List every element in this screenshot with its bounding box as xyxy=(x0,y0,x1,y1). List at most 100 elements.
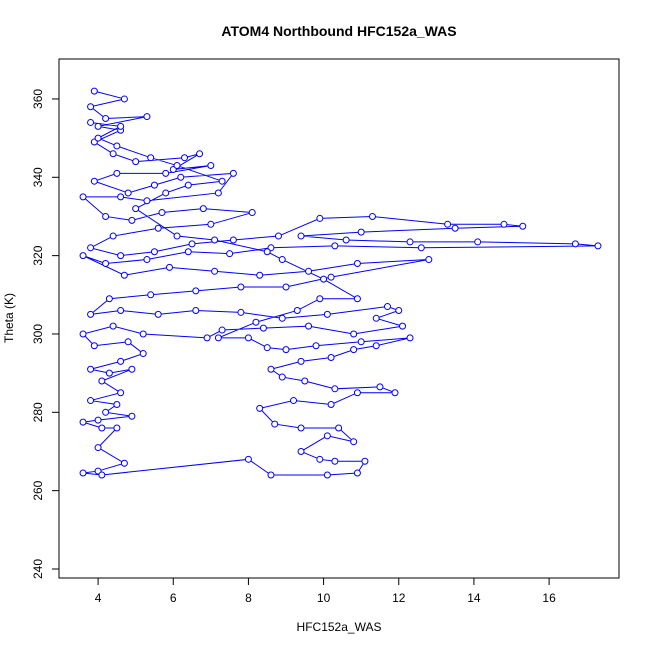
data-point xyxy=(399,322,407,330)
y-tick-label: 320 xyxy=(31,245,45,265)
x-tick-label: 12 xyxy=(392,591,406,605)
data-point xyxy=(226,250,234,258)
data-point xyxy=(102,408,110,416)
data-point xyxy=(417,244,425,252)
data-point xyxy=(147,291,155,299)
data-point xyxy=(117,389,125,397)
y-tick-label: 300 xyxy=(31,324,45,344)
data-point xyxy=(406,334,414,342)
x-tick-label: 4 xyxy=(95,591,102,605)
data-point xyxy=(192,287,200,295)
y-tick-label: 340 xyxy=(31,167,45,187)
data-point xyxy=(211,267,219,275)
data-point xyxy=(323,310,331,318)
data-point xyxy=(87,103,95,111)
data-point xyxy=(211,236,219,244)
data-point xyxy=(94,416,102,424)
data-point xyxy=(105,295,113,303)
data-point xyxy=(256,271,264,279)
data-point xyxy=(368,212,376,220)
y-tick-label: 240 xyxy=(31,559,45,579)
data-point xyxy=(327,353,335,361)
data-point xyxy=(372,314,380,322)
data-point xyxy=(120,95,128,103)
data-point xyxy=(184,248,192,256)
data-point xyxy=(350,346,358,354)
y-tick-label: 260 xyxy=(31,480,45,500)
data-point xyxy=(214,189,222,197)
data-point xyxy=(94,122,102,130)
data-point xyxy=(278,314,286,322)
data-point xyxy=(154,224,162,232)
x-tick-label: 10 xyxy=(317,591,331,605)
data-point xyxy=(98,377,106,385)
data-point xyxy=(87,365,95,373)
data-point xyxy=(353,295,361,303)
data-point xyxy=(128,216,136,224)
data-point xyxy=(87,397,95,405)
data-point xyxy=(154,310,162,318)
data-point xyxy=(342,236,350,244)
data-point xyxy=(117,357,125,365)
data-point xyxy=(323,471,331,479)
data-point xyxy=(271,420,279,428)
data-point xyxy=(203,334,211,342)
data-point xyxy=(120,271,128,279)
data-point xyxy=(320,275,328,283)
data-point xyxy=(79,418,87,426)
data-point xyxy=(102,259,110,267)
data-point xyxy=(350,438,358,446)
data-point xyxy=(128,365,136,373)
data-point xyxy=(263,344,271,352)
data-point xyxy=(207,162,215,170)
data-point xyxy=(150,181,158,189)
data-point xyxy=(357,228,365,236)
data-point xyxy=(79,330,87,338)
data-point xyxy=(139,330,147,338)
data-point xyxy=(113,142,121,150)
data-point xyxy=(293,306,301,314)
data-point xyxy=(113,400,121,408)
data-point xyxy=(244,455,252,463)
data-point xyxy=(132,158,140,166)
data-point xyxy=(353,389,361,397)
data-point xyxy=(199,205,207,213)
data-point xyxy=(87,244,95,252)
data-point xyxy=(372,342,380,350)
data-point xyxy=(327,400,335,408)
data-point xyxy=(297,447,305,455)
data-point xyxy=(192,306,200,314)
data-point xyxy=(331,242,339,250)
x-tick-label: 6 xyxy=(170,591,177,605)
data-point xyxy=(316,455,324,463)
data-point xyxy=(87,118,95,126)
data-point xyxy=(244,334,252,342)
data-point xyxy=(181,154,189,162)
data-point xyxy=(87,310,95,318)
data-point xyxy=(406,238,414,246)
data-point xyxy=(519,222,527,230)
data-point xyxy=(267,471,275,479)
data-point xyxy=(500,220,508,228)
data-point xyxy=(90,87,98,95)
data-point xyxy=(177,173,185,181)
data-point xyxy=(395,306,403,314)
data-point xyxy=(98,424,106,432)
data-point xyxy=(297,424,305,432)
data-point xyxy=(105,369,113,377)
data-point xyxy=(117,252,125,260)
data-point xyxy=(263,248,271,256)
data-point xyxy=(297,232,305,240)
data-point xyxy=(79,469,87,477)
y-axis-label: Theta (K) xyxy=(2,293,16,343)
data-point xyxy=(113,424,121,432)
data-point xyxy=(214,334,222,342)
data-point xyxy=(335,424,343,432)
data-point xyxy=(132,205,140,213)
data-point xyxy=(117,193,125,201)
data-point xyxy=(147,154,155,162)
data-point xyxy=(173,162,181,170)
data-point xyxy=(350,330,358,338)
y-tick-label: 280 xyxy=(31,402,45,422)
